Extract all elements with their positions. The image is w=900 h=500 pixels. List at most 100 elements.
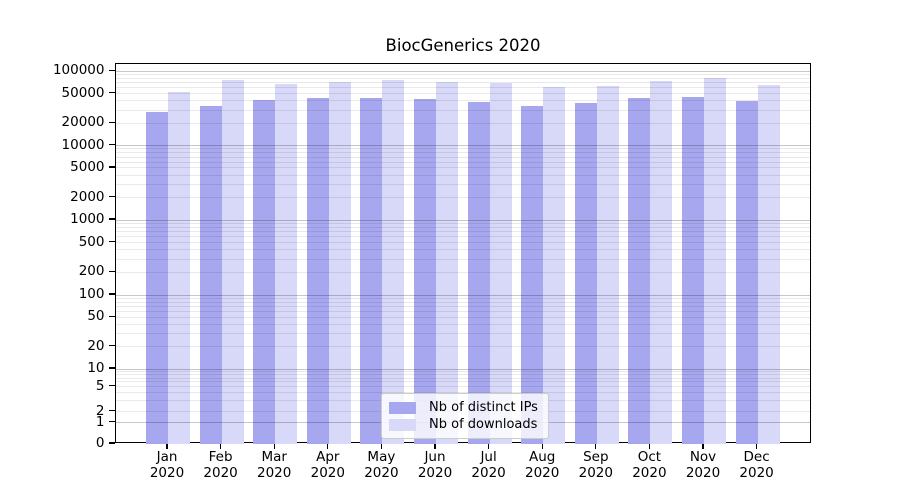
bar-distinct-ips-jun: [414, 99, 436, 444]
bar-downloads-sep: [596, 85, 619, 444]
gridline-minor: [116, 381, 810, 383]
x-tick-month: Apr: [316, 449, 340, 465]
y-tick-label: 2: [95, 402, 105, 419]
bar-downloads-jun: [436, 81, 458, 444]
x-tick-year: 2020: [417, 465, 453, 481]
gridline-minor: [116, 174, 810, 176]
gridline-major: [116, 70, 810, 72]
legend-item-distinct-ips: Nb of distinct IPs: [389, 399, 538, 416]
gridline-minor: [116, 346, 810, 348]
bar-distinct-ips-dec: [735, 101, 758, 444]
bar-distinct-ips-mar: [253, 100, 276, 444]
gridline-minor: [116, 249, 810, 251]
gridline-minor: [116, 152, 810, 154]
y-tick-label: 50: [87, 308, 105, 325]
x-tick-mark: [488, 443, 490, 449]
y-tick-mark: [108, 442, 115, 444]
x-tick-label: Apr 2020: [298, 449, 358, 481]
x-tick-label: Sep 2020: [566, 449, 626, 481]
bar-distinct-ips-nov: [682, 97, 704, 444]
y-tick-label: 200: [78, 263, 105, 280]
x-tick-mark: [702, 443, 704, 449]
gridline-minor: [116, 271, 810, 273]
x-tick-label: Jun 2020: [405, 449, 465, 481]
x-tick-mark: [595, 443, 597, 449]
x-tick-mark: [648, 443, 651, 449]
y-tick-mark: [108, 384, 115, 387]
x-tick-year: 2020: [685, 465, 721, 481]
bar-distinct-ips-oct: [628, 98, 651, 444]
gridline-minor: [116, 301, 810, 303]
gridline-minor: [116, 258, 810, 260]
gridline-minor: [116, 371, 810, 373]
x-tick-year: 2020: [257, 465, 292, 481]
gridline-minor: [116, 122, 810, 124]
x-tick-year: 2020: [525, 465, 560, 481]
y-tick-mark: [108, 420, 115, 423]
gridline-minor: [116, 236, 810, 238]
x-tick-mark: [434, 443, 436, 449]
bar-downloads-oct: [650, 80, 673, 444]
gridline-minor: [116, 231, 810, 233]
bar-distinct-ips-feb: [199, 105, 222, 444]
bar-downloads-mar: [275, 84, 298, 444]
y-tick-label: 1: [95, 413, 105, 430]
x-tick-year: 2020: [578, 465, 613, 481]
x-tick-year: 2020: [739, 465, 774, 481]
y-tick-label: 50000: [61, 84, 105, 101]
y-tick-label: 5: [95, 377, 105, 394]
gridline-minor: [116, 109, 810, 111]
y-tick-mark: [108, 315, 115, 317]
bar-downloads-dec: [757, 85, 780, 444]
bar-distinct-ips-may: [360, 97, 383, 444]
gridline-minor: [116, 161, 810, 163]
x-tick-month: Mar: [261, 449, 287, 465]
x-tick-mark: [220, 443, 222, 449]
x-tick-year: 2020: [149, 465, 185, 481]
bar-distinct-ips-aug: [521, 105, 544, 444]
bar-downloads-apr: [328, 82, 351, 444]
y-tick-mark: [108, 345, 115, 347]
legend-label-distinct-ips: Nb of distinct IPs: [429, 400, 538, 415]
gridline-minor: [116, 74, 810, 76]
x-tick-label: Dec 2020: [727, 449, 787, 481]
x-tick-mark: [541, 443, 543, 449]
x-tick-year: 2020: [471, 465, 506, 481]
x-tick-month: Dec: [743, 449, 770, 465]
gridline-minor: [116, 197, 810, 199]
gridline-minor: [116, 386, 810, 387]
y-tick-mark: [108, 218, 115, 220]
gridline-minor: [116, 323, 810, 325]
y-tick-label: 20000: [61, 114, 105, 131]
x-tick-month: Jan: [156, 449, 178, 465]
gridline-minor: [116, 148, 810, 150]
gridline-minor: [116, 82, 810, 84]
bar-distinct-ips-sep: [574, 102, 597, 444]
y-tick-label: 20: [87, 337, 105, 354]
x-tick-mark: [327, 443, 329, 449]
gridline-minor: [116, 77, 810, 79]
bar-distinct-ips-jul: [467, 101, 490, 444]
gridline-minor: [116, 374, 810, 376]
x-tick-mark: [380, 443, 383, 449]
x-tick-year: 2020: [632, 465, 667, 481]
x-tick-label: Feb 2020: [191, 449, 251, 481]
gridline-minor: [116, 156, 810, 158]
x-tick-label: Jul 2020: [459, 449, 519, 481]
y-tick-mark: [108, 367, 115, 369]
legend-swatch-downloads-icon: [389, 418, 416, 431]
y-tick-mark: [108, 240, 115, 243]
bar-downloads-aug: [543, 87, 566, 444]
y-tick-mark: [108, 409, 115, 412]
plot-area: [115, 63, 811, 444]
bar-distinct-ips-jan: [146, 111, 168, 444]
gridline-major: [116, 368, 810, 370]
x-tick-month: Nov: [689, 449, 717, 465]
bar-downloads-feb: [221, 79, 244, 444]
x-tick-month: Aug: [529, 449, 556, 465]
y-tick-mark: [108, 143, 115, 146]
x-tick-month: Feb: [208, 449, 233, 465]
legend: Nb of distinct IPs Nb of downloads: [381, 393, 549, 439]
gridline-minor: [116, 242, 810, 244]
